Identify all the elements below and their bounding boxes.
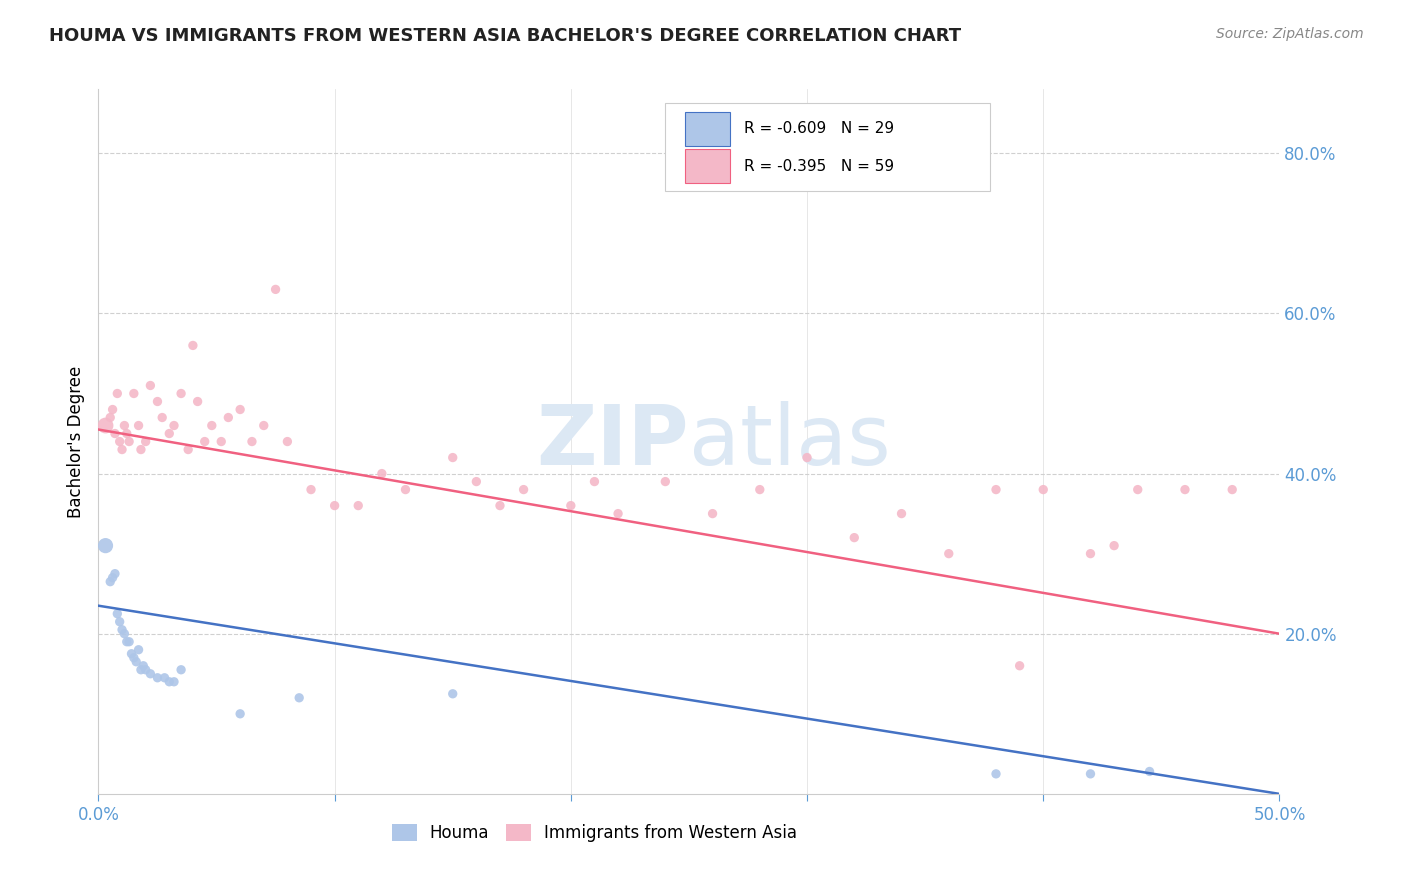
Point [105, 607, 128, 621]
Point [394, 483, 416, 497]
Text: R = -0.395   N = 59: R = -0.395 N = 59 [744, 159, 894, 174]
Point [1174, 483, 1197, 497]
Point [1008, 658, 1031, 673]
Point [654, 475, 676, 489]
Point [371, 467, 394, 481]
Point [1220, 483, 1243, 497]
Point [229, 706, 252, 721]
Point [512, 483, 534, 497]
Point [938, 547, 960, 561]
Point [108, 434, 131, 449]
Point [1080, 547, 1102, 561]
Point [1126, 483, 1149, 497]
Point [209, 434, 232, 449]
Point [122, 650, 145, 665]
Point [441, 450, 464, 465]
Point [125, 655, 148, 669]
Point [1102, 539, 1125, 553]
FancyBboxPatch shape [665, 103, 990, 192]
Point [748, 483, 770, 497]
Point [94, 539, 117, 553]
Text: HOUMA VS IMMIGRANTS FROM WESTERN ASIA BACHELOR'S DEGREE CORRELATION CHART: HOUMA VS IMMIGRANTS FROM WESTERN ASIA BA… [49, 27, 962, 45]
Point [288, 690, 311, 705]
Point [607, 507, 630, 521]
Point [122, 386, 145, 401]
Point [94, 418, 117, 433]
Point [177, 442, 200, 457]
Point [105, 386, 128, 401]
Point [121, 647, 143, 661]
Point [111, 442, 134, 457]
Point [187, 394, 209, 409]
Point [441, 687, 464, 701]
Point [170, 663, 193, 677]
Point [118, 634, 141, 648]
Point [139, 378, 162, 392]
Text: R = -0.609   N = 29: R = -0.609 N = 29 [744, 121, 894, 136]
Point [146, 394, 169, 409]
Point [276, 434, 298, 449]
Point [115, 426, 138, 441]
Point [157, 426, 180, 441]
Point [112, 418, 135, 433]
Point [229, 402, 252, 417]
Point [201, 418, 224, 433]
Text: Source: ZipAtlas.com: Source: ZipAtlas.com [1216, 27, 1364, 41]
Point [163, 674, 186, 689]
Point [163, 418, 186, 433]
Point [583, 475, 606, 489]
Point [181, 338, 204, 352]
Point [101, 571, 124, 585]
Point [702, 507, 724, 521]
Point [465, 475, 488, 489]
Point [101, 402, 124, 417]
Point [253, 418, 276, 433]
Point [129, 442, 152, 457]
FancyBboxPatch shape [685, 112, 730, 145]
FancyBboxPatch shape [685, 149, 730, 183]
Point [844, 531, 866, 545]
Point [139, 666, 162, 681]
Point [299, 483, 322, 497]
Point [984, 767, 1007, 781]
Point [128, 418, 150, 433]
Point [108, 615, 131, 629]
Point [1080, 767, 1102, 781]
Point [104, 426, 127, 441]
Text: atlas: atlas [689, 401, 890, 482]
Legend: Houma, Immigrants from Western Asia: Houma, Immigrants from Western Asia [385, 817, 804, 849]
Point [489, 499, 512, 513]
Point [104, 566, 127, 581]
Point [135, 434, 157, 449]
Point [1032, 483, 1054, 497]
Point [890, 507, 912, 521]
Point [323, 499, 346, 513]
Point [112, 626, 135, 640]
Point [170, 386, 193, 401]
Point [194, 434, 217, 449]
Point [132, 658, 155, 673]
Point [129, 663, 152, 677]
Point [217, 410, 239, 425]
Point [984, 483, 1007, 497]
Y-axis label: Bachelor's Degree: Bachelor's Degree [66, 366, 84, 517]
Point [98, 574, 121, 589]
Point [135, 663, 157, 677]
Point [1139, 764, 1161, 779]
Point [111, 623, 134, 637]
Point [128, 642, 150, 657]
Point [796, 450, 818, 465]
Point [560, 499, 582, 513]
Point [240, 434, 263, 449]
Point [146, 671, 169, 685]
Point [264, 282, 287, 296]
Point [157, 674, 180, 689]
Point [153, 671, 176, 685]
Point [115, 634, 138, 648]
Point [98, 410, 121, 425]
Point [118, 434, 141, 449]
Text: ZIP: ZIP [537, 401, 689, 482]
Point [150, 410, 173, 425]
Point [347, 499, 370, 513]
